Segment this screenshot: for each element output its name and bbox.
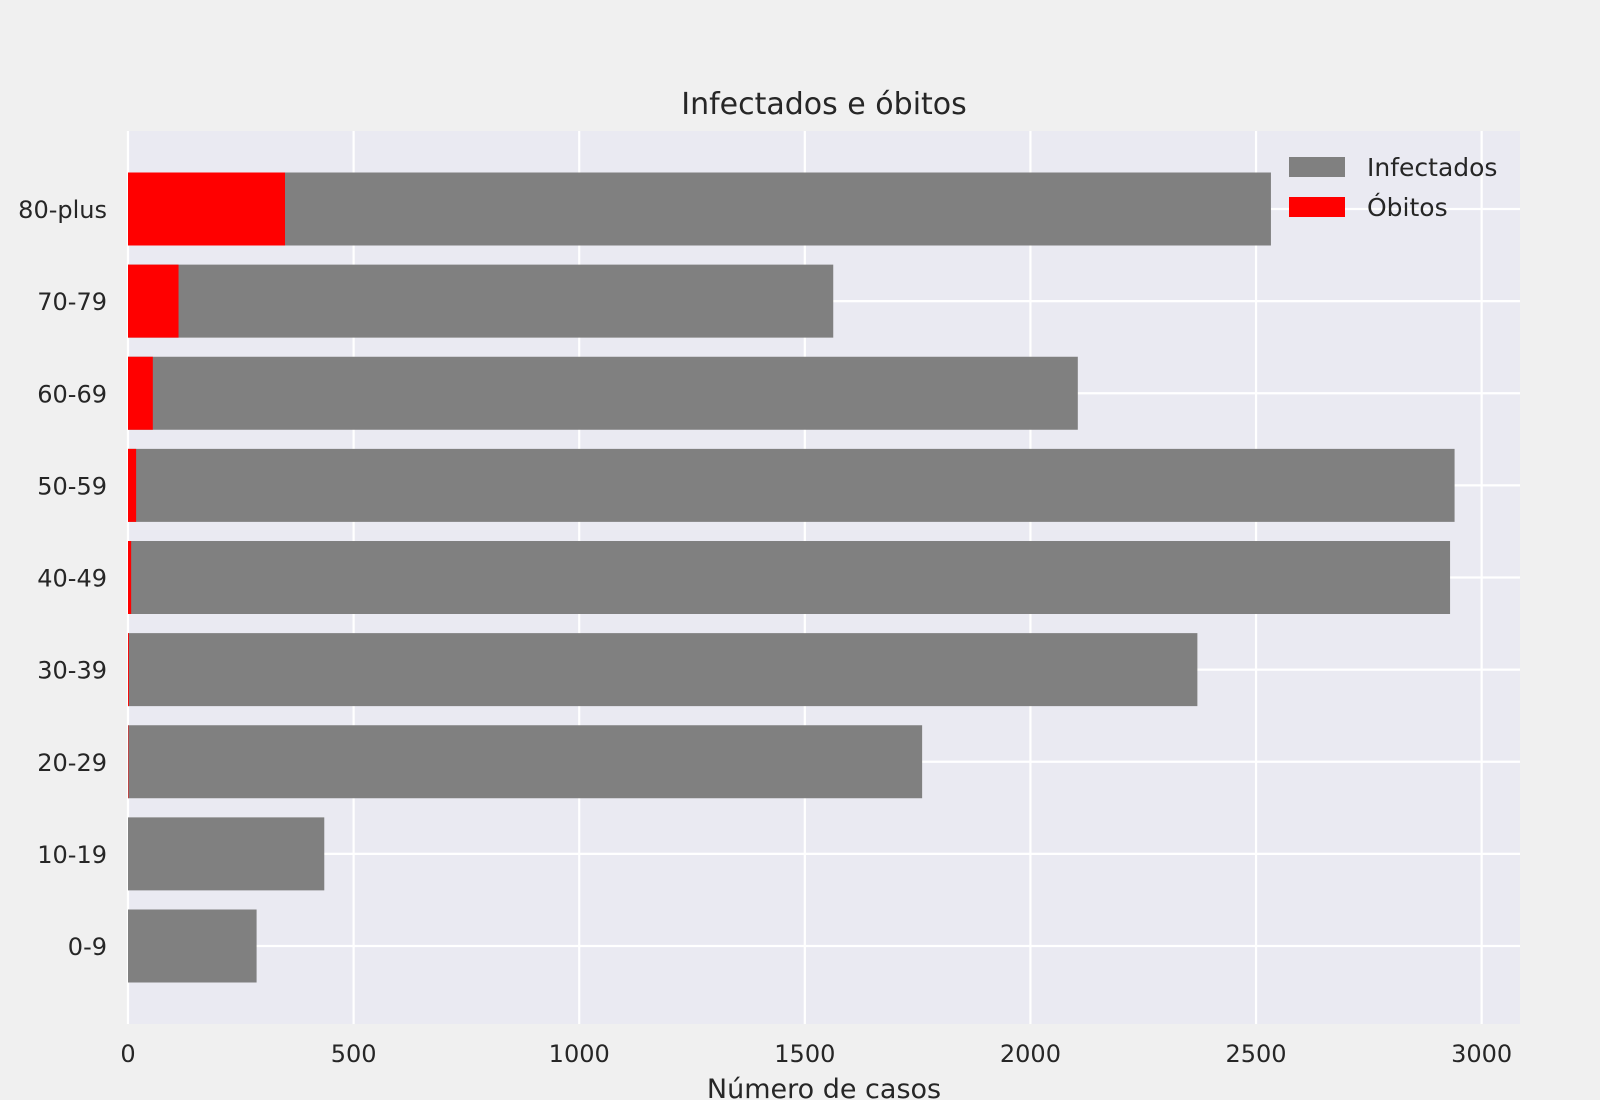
y-tick-label: 30-39 bbox=[37, 657, 107, 685]
bar-infectados-10-19 bbox=[128, 817, 325, 891]
y-tick-label: 20-29 bbox=[37, 749, 107, 777]
x-tick-label: 2500 bbox=[1225, 1040, 1286, 1068]
bar-obitos-40-49 bbox=[128, 541, 132, 614]
y-tick-label: 10-19 bbox=[37, 841, 107, 869]
x-tick-label: 1000 bbox=[549, 1040, 610, 1068]
y-tick-label: 0-9 bbox=[68, 933, 107, 961]
bar-obitos-60-69 bbox=[128, 356, 153, 430]
bar-infectados-70-79 bbox=[128, 264, 834, 338]
chart-title: Infectados e óbitos bbox=[681, 87, 967, 122]
y-tick-label: 80-plus bbox=[18, 196, 107, 224]
bar-infectados-40-49 bbox=[128, 541, 1451, 614]
x-axis-label: Número de casos bbox=[707, 1074, 941, 1100]
y-tick-label: 60-69 bbox=[37, 380, 107, 408]
bar-infectados-0-9 bbox=[128, 909, 257, 983]
x-axis-ticks: 0 500 1000 1500 2000 2500 3000 bbox=[120, 1040, 1512, 1068]
bar-infectados-30-39 bbox=[128, 633, 1198, 707]
bar-obitos-50-59 bbox=[128, 448, 137, 522]
bar-infectados-80-plus bbox=[128, 172, 1271, 246]
legend-label-infectados: Infectados bbox=[1367, 153, 1497, 182]
y-tick-label: 50-59 bbox=[37, 472, 107, 500]
x-tick-label: 500 bbox=[331, 1040, 377, 1068]
legend-swatch-infectados bbox=[1289, 157, 1345, 177]
bars bbox=[128, 172, 1455, 983]
bar-obitos-30-39 bbox=[128, 633, 129, 707]
legend-label-obitos: Óbitos bbox=[1367, 192, 1448, 222]
bar-infectados-60-69 bbox=[128, 356, 1078, 430]
x-tick-label: 3000 bbox=[1451, 1040, 1512, 1068]
bar-infectados-20-29 bbox=[128, 725, 923, 799]
bar-obitos-70-79 bbox=[128, 264, 179, 338]
legend-swatch-obitos bbox=[1289, 197, 1345, 217]
y-axis-ticks: 0-9 10-19 20-29 30-39 40-49 50-59 60-69 70-79 80… bbox=[18, 196, 107, 961]
legend: Infectados Óbitos bbox=[1289, 153, 1497, 222]
bar-infectados-50-59 bbox=[128, 448, 1455, 522]
bar-obitos-80-plus bbox=[128, 172, 286, 246]
x-tick-label: 1500 bbox=[774, 1040, 835, 1068]
y-tick-label: 70-79 bbox=[37, 288, 107, 316]
y-tick-label: 40-49 bbox=[37, 565, 107, 593]
x-tick-label: 0 bbox=[120, 1040, 135, 1068]
x-tick-label: 2000 bbox=[1000, 1040, 1061, 1068]
